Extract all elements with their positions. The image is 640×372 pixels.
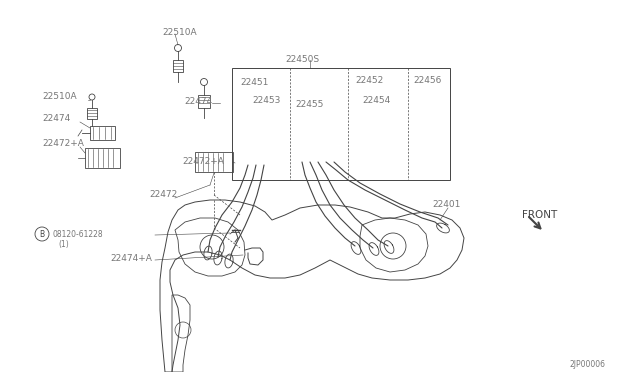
Bar (232, 68, 450, 180)
Text: 22474: 22474 (184, 97, 212, 106)
Text: 22474: 22474 (42, 114, 70, 123)
Text: 22401: 22401 (432, 200, 460, 209)
Text: 2JP00006: 2JP00006 (570, 360, 606, 369)
Text: 22456: 22456 (413, 76, 442, 85)
Text: 08120-61228: 08120-61228 (52, 230, 102, 239)
Text: 22452: 22452 (355, 76, 383, 85)
Text: (1): (1) (58, 240, 68, 249)
Text: 22510A: 22510A (162, 28, 196, 37)
Text: 22472: 22472 (149, 190, 177, 199)
Text: 22455: 22455 (295, 100, 323, 109)
Text: FRONT: FRONT (522, 210, 557, 220)
Text: 22474+A: 22474+A (110, 254, 152, 263)
Text: 22450S: 22450S (285, 55, 319, 64)
Text: 22453: 22453 (252, 96, 280, 105)
Text: 22472+A: 22472+A (182, 157, 224, 166)
Text: 22454: 22454 (362, 96, 390, 105)
Text: 22472+A: 22472+A (42, 139, 84, 148)
Text: B: B (40, 230, 45, 238)
Text: 22510A: 22510A (42, 92, 77, 101)
Text: 22451: 22451 (240, 78, 268, 87)
